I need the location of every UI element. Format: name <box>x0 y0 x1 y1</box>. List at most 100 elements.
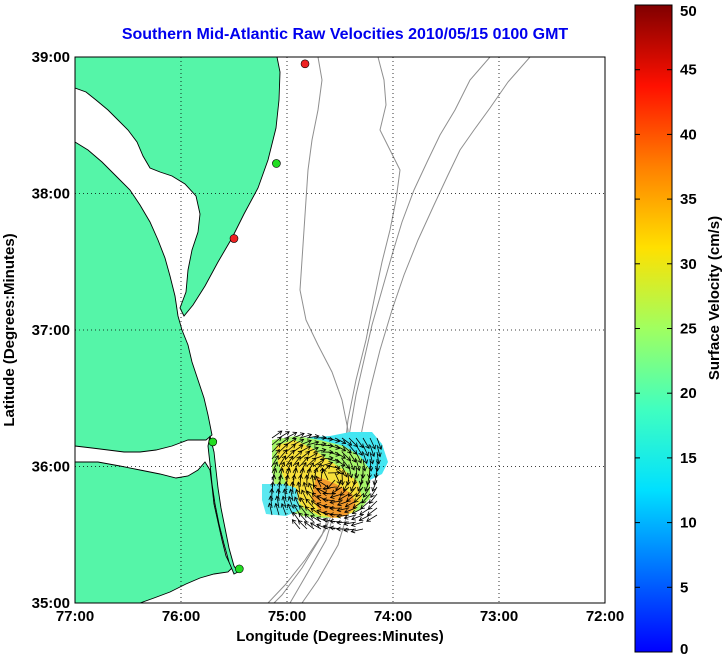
velocity-arrow <box>278 455 286 467</box>
velocity-arrowhead <box>336 507 342 513</box>
velocity-arrowhead <box>322 524 328 530</box>
velocity-arrow <box>343 479 350 491</box>
velocity-arrowhead <box>322 435 327 441</box>
velocity-arrow <box>303 482 308 495</box>
velocity-arrowhead <box>302 461 307 467</box>
velocity-arrow <box>317 480 329 488</box>
velocity-arrowhead <box>275 448 280 454</box>
velocity-arrow <box>322 468 329 481</box>
map-area <box>75 57 605 603</box>
velocity-arrowhead <box>343 472 348 478</box>
velocity-arrowhead <box>304 513 309 519</box>
velocity-arrow <box>299 440 312 446</box>
velocity-arrow <box>327 437 340 442</box>
velocity-arrowhead <box>300 467 305 473</box>
velocity-arrowhead <box>376 452 382 458</box>
velocity-arrow <box>363 486 371 498</box>
velocity-arrowhead <box>303 456 309 462</box>
velocity-arrowhead <box>340 461 346 467</box>
velocity-arrowhead <box>322 491 327 497</box>
velocity-arrowhead <box>299 432 305 437</box>
colorbar-label: Surface Velocity (cm/s) <box>706 216 723 380</box>
velocity-arrowhead <box>307 433 313 438</box>
velocity-arrowhead <box>350 528 356 534</box>
velocity-arrowhead <box>377 445 383 450</box>
velocity-arrow <box>299 445 311 453</box>
velocity-arrowhead <box>303 521 309 526</box>
velocity-arrow <box>334 472 341 485</box>
velocity-arrow <box>292 456 301 467</box>
colorbar-ticks: 0 5 10 15 20 25 30 35 40 45 50 <box>635 3 697 658</box>
velocity-arrow <box>305 506 315 516</box>
velocity-arrow <box>306 468 311 481</box>
velocity-arrowhead <box>321 453 327 459</box>
x-axis-ticks: 77:00 76:00 75:00 74:00 73:00 72:00 <box>56 608 624 625</box>
velocity-arrow <box>271 430 283 439</box>
velocity-arrowhead <box>271 474 277 480</box>
velocity-arrowhead <box>276 481 282 486</box>
velocity-arrowhead <box>279 467 284 473</box>
radar-station-marker <box>235 564 244 574</box>
velocity-arrow <box>282 496 287 509</box>
velocity-arrow <box>298 520 308 530</box>
velocity-arrowhead <box>305 498 311 504</box>
velocity-arrowhead <box>315 475 320 481</box>
velocity-arrowhead <box>308 482 313 488</box>
velocity-arrow <box>326 479 336 490</box>
velocity-arrow <box>323 505 336 509</box>
velocity-arrowhead <box>350 486 355 492</box>
y-axis-ticks: 39:00 38:00 37:00 36:00 35:00 <box>32 49 70 612</box>
land-virginia <box>75 141 213 453</box>
velocity-arrowhead <box>336 520 341 525</box>
velocity-arrowhead <box>322 517 328 523</box>
velocity-arrow <box>310 522 322 530</box>
velocity-arrowhead <box>290 449 295 455</box>
radar-station-marker <box>229 234 239 243</box>
map-grid <box>75 57 605 603</box>
velocity-arrowhead <box>322 485 328 491</box>
velocity-arrowhead <box>329 525 334 531</box>
velocity-arrow <box>340 486 350 496</box>
velocity-arrow <box>313 459 325 467</box>
velocity-arrow <box>330 493 343 498</box>
velocity-arrow <box>330 520 343 523</box>
velocity-arrowhead <box>331 489 337 494</box>
velocity-arrowhead <box>336 526 341 532</box>
velocity-arrow <box>304 513 315 523</box>
velocity-arrowhead <box>364 486 369 492</box>
velocity-arrow <box>337 507 350 511</box>
velocity-arrow <box>305 498 315 509</box>
velocity-arrowhead <box>278 474 283 480</box>
velocity-arrowhead <box>358 451 363 456</box>
velocity-arrowhead <box>345 497 351 502</box>
velocity-arrowhead <box>316 509 322 514</box>
velocity-arrow <box>331 486 343 494</box>
velocity-arrow <box>376 437 382 450</box>
velocity-arrowhead <box>294 461 300 467</box>
velocity-arrowhead <box>291 474 297 479</box>
velocity-arrowhead <box>336 470 341 476</box>
velocity-arrow <box>292 519 301 530</box>
velocity-arrowhead <box>274 502 279 508</box>
velocity-arrow <box>298 512 308 523</box>
velocity-arrow <box>306 452 318 460</box>
velocity-arrow <box>285 444 296 453</box>
colorbar-tick-label: 0 <box>680 641 688 658</box>
velocity-arrow <box>366 472 371 485</box>
velocity-arrowhead <box>371 444 376 450</box>
velocity-arrowhead <box>297 520 303 525</box>
velocity-arrow <box>299 474 302 488</box>
velocity-arrowhead <box>314 440 320 446</box>
velocity-arrow <box>341 444 352 454</box>
velocity-arrow <box>355 451 362 464</box>
velocity-arrow <box>348 486 357 497</box>
colorbar-tick-label: 45 <box>680 62 697 79</box>
y-axis-label: Latitude (Degrees:Minutes) <box>1 233 18 426</box>
velocity-arrowhead <box>317 480 322 485</box>
velocity-arrow <box>311 500 322 509</box>
colorbar-tick-label: 5 <box>680 579 688 596</box>
velocity-arrow <box>373 472 378 485</box>
velocity-arrow <box>334 437 346 444</box>
velocity-arrowhead <box>282 488 288 494</box>
